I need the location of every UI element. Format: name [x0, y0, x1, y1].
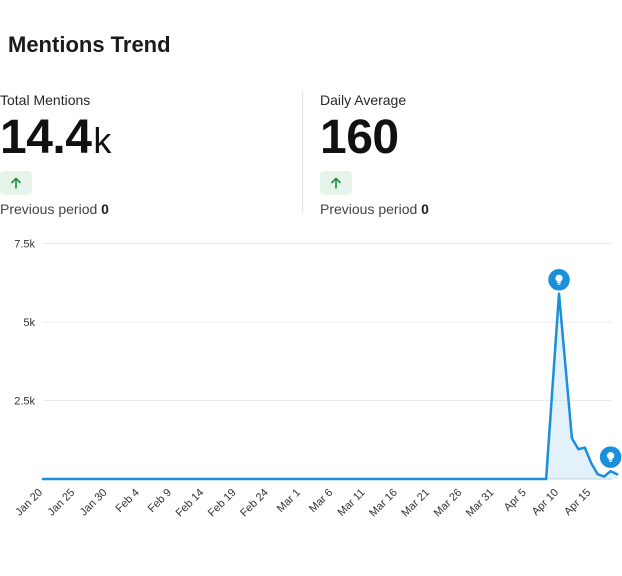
stat-number: 14.4: [0, 111, 92, 164]
previous-period: Previous period 0: [320, 201, 429, 217]
previous-period-label: Previous period: [320, 201, 418, 217]
x-tick-label: Jan 30: [78, 487, 110, 519]
lightbulb-base: [608, 459, 613, 461]
x-tick-label: Apr 15: [562, 487, 593, 518]
series-line: [41, 292, 619, 481]
stat-label: Total Mentions: [0, 92, 91, 108]
x-tick-label: Feb 14: [174, 487, 207, 520]
x-tick-label: Feb 19: [206, 487, 239, 520]
lightbulb-icon: [607, 452, 615, 463]
arrow-up-icon: [331, 177, 341, 189]
x-tick-label: Mar 16: [367, 487, 400, 520]
x-tick-label: Feb 4: [113, 487, 141, 515]
previous-period-value: 0: [101, 201, 109, 217]
annotation-marker: [546, 267, 572, 292]
y-tick-label: 7.5k: [14, 239, 35, 251]
x-tick-label: Jan 25: [46, 487, 78, 519]
x-tick-label: Mar 1: [275, 487, 303, 515]
trend-up-badge: [0, 171, 32, 195]
previous-period-label: Previous period: [0, 201, 98, 217]
x-tick-label: Feb 9: [146, 487, 174, 515]
x-tick-label: Mar 6: [307, 487, 335, 515]
x-tick-label: Mar 21: [399, 487, 432, 520]
stat-divider: [302, 92, 303, 212]
stat-total-mentions: Total Mentions 14.4k Previous period 0: [0, 92, 111, 217]
stat-daily-average: Daily Average 160 Previous period 0: [320, 92, 429, 217]
x-tick-label: Jan 20: [13, 487, 45, 519]
arrow-up-icon: [11, 177, 21, 189]
stat-value: 160: [320, 114, 429, 165]
page-title: Mentions Trend: [8, 32, 171, 57]
y-tick-label: 2.5k: [14, 396, 35, 408]
series-area: [43, 293, 618, 479]
lightbulb-base: [557, 283, 561, 285]
y-tick-label: 5k: [23, 317, 35, 329]
x-tick-label: Mar 11: [336, 487, 368, 519]
stat-label: Daily Average: [320, 92, 407, 108]
x-tick-label: Mar 31: [464, 487, 497, 520]
trend-up-badge: [320, 171, 352, 195]
lightbulb-glass: [555, 274, 563, 282]
lightbulb-base: [557, 281, 561, 284]
lightbulb-icon: [555, 274, 563, 285]
annotation-marker: [598, 444, 622, 470]
lightbulb-base: [609, 460, 612, 463]
stat-unit: k: [93, 120, 111, 161]
x-tick-label: Feb 24: [238, 487, 271, 520]
x-tick-label: Apr 5: [502, 487, 529, 514]
previous-period-value: 0: [421, 201, 429, 217]
lightbulb-glass: [607, 452, 615, 460]
stat-number: 160: [320, 111, 399, 164]
x-tick-label: Apr 10: [530, 487, 561, 518]
x-tick-label: Mar 26: [432, 487, 465, 520]
stat-value: 14.4k: [0, 114, 111, 165]
previous-period: Previous period 0: [0, 201, 111, 217]
